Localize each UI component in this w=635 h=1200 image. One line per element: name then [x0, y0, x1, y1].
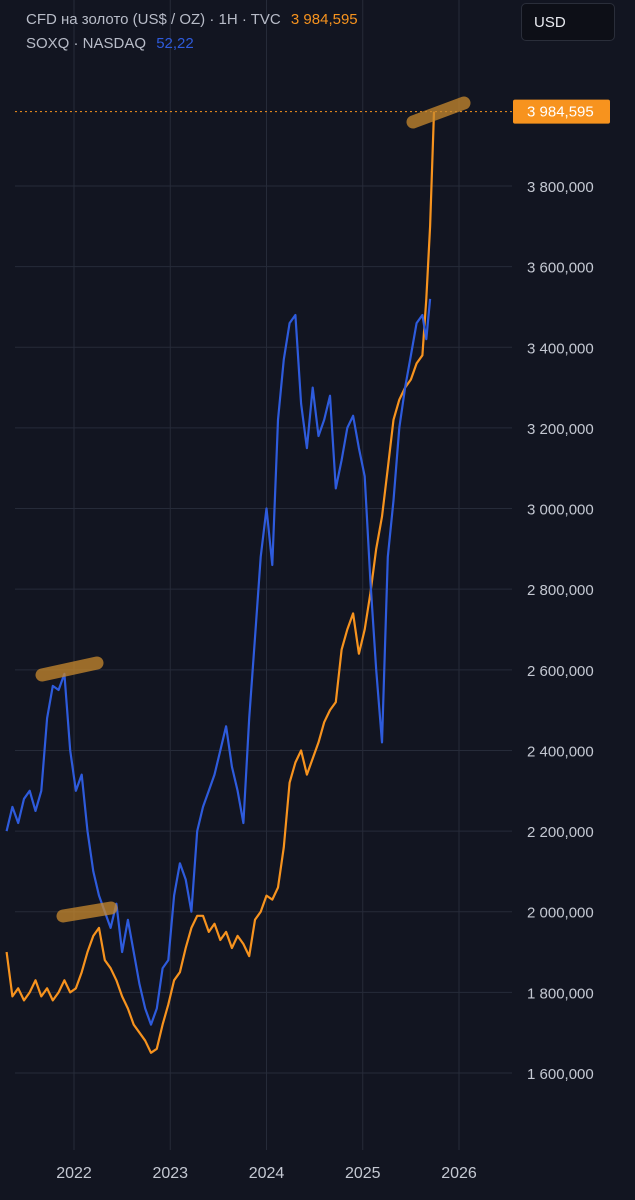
legend-soxq-name: SOXQ · NASDAQ [26, 35, 147, 52]
legend-soxq[interactable]: SOXQ · NASDAQ 52,22 [26, 35, 194, 52]
series-line-soxq [5, 298, 432, 1026]
y-tick-label: 2 200,000 [527, 824, 594, 841]
highlight-mark [56, 901, 118, 923]
chart-series [5, 111, 436, 1054]
legend-gold-value: 3 984,595 [290, 11, 358, 28]
last-price-badge-text: 3 984,595 [527, 104, 594, 121]
y-tick-label: 3 000,000 [527, 502, 594, 519]
y-tick-label: 3 400,000 [527, 340, 594, 357]
y-tick-label: 1 800,000 [527, 985, 594, 1002]
currency-button[interactable]: USD [521, 3, 615, 41]
legend-soxq-value: 52,22 [156, 35, 194, 52]
y-tick-label: 3 800,000 [527, 179, 594, 196]
legend-gold-name: CFD на золото (US$ / OZ) · 1H · TVC [26, 11, 281, 28]
highlight-mark [35, 656, 104, 682]
last-price-badge-bg [513, 99, 610, 124]
y-axis: 3 800,000 3 600,000 3 400,000 3 200,000 3 00… [527, 179, 594, 1083]
chart-grid [15, 0, 512, 1150]
y-tick-label: 1 600,000 [527, 1066, 594, 1083]
y-tick-label: 3 600,000 [527, 260, 594, 277]
x-tick-label: 2022 [56, 1165, 92, 1182]
legend-gold[interactable]: CFD на золото (US$ / OZ) · 1H · TVC 3 98… [26, 11, 358, 28]
x-tick-label: 2024 [249, 1165, 285, 1182]
last-price-badge: 3 984,595 [513, 99, 610, 124]
highlight-marks [35, 96, 471, 923]
x-tick-label: 2026 [441, 1165, 477, 1182]
y-tick-label: 2 000,000 [527, 905, 594, 922]
y-tick-label: 2 400,000 [527, 743, 594, 760]
y-tick-label: 2 600,000 [527, 663, 594, 680]
x-axis: 2022 2023 2024 2025 2026 [56, 1165, 477, 1182]
highlight-mark [406, 96, 471, 129]
series-line-gold [5, 111, 436, 1054]
x-tick-label: 2025 [345, 1165, 381, 1182]
y-tick-label: 2 800,000 [527, 582, 594, 599]
x-tick-label: 2023 [152, 1165, 188, 1182]
y-tick-label: 3 200,000 [527, 421, 594, 438]
